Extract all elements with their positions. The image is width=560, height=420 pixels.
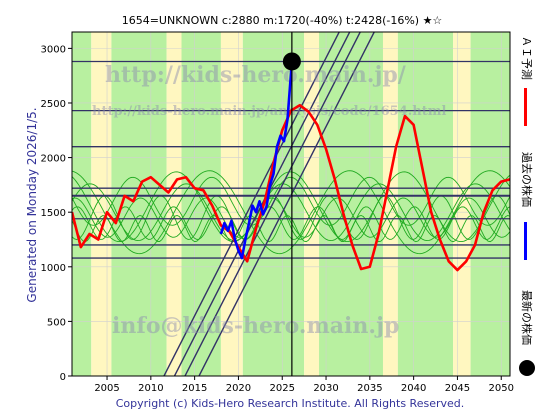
copyright-footer: Copyright (c) Kids-Hero Research Institu… [116, 397, 465, 410]
y-tick-label-2500: 2500 [41, 99, 66, 110]
plot-frame [71, 31, 511, 377]
trend-line-2 [184, 32, 361, 376]
background-band-1 [91, 32, 112, 376]
background-band-10 [397, 32, 454, 376]
x-tick-label-2030: 2030 [313, 383, 338, 394]
x-axis: 2005 2010 2015 2020 2025 2030 2035 2040 2045 2050 [94, 376, 514, 394]
y-tick-label-0: 0 [60, 372, 66, 383]
y-tick-label-2000: 2000 [41, 154, 66, 165]
y-tick-label-1000: 1000 [41, 263, 66, 274]
watermark-url: http://kids-hero.main.jp/ [105, 62, 407, 88]
x-tick-label-2050: 2050 [489, 383, 514, 394]
background-band-3 [166, 32, 182, 376]
legend-swatch-ai-forecast [524, 88, 527, 126]
plot-area: http://kids-hero.main.jp/ http://kids-he… [71, 31, 511, 377]
background-band-12 [470, 32, 510, 376]
legend-item-ai-forecast: ＡＩ予測 [520, 36, 534, 126]
y-axis: 0 500 1000 1500 2000 2500 3000 [41, 44, 72, 383]
legend-label-ai-forecast: ＡＩ予測 [520, 36, 534, 80]
legend-swatch-latest-price [519, 360, 535, 376]
y-tick-label-3000: 3000 [41, 44, 66, 55]
cycle-line-7 [72, 195, 510, 240]
x-tick-label-2010: 2010 [138, 383, 163, 394]
watermark-analysis-url: http://kids-hero.main.jp/analysis/code/1… [92, 104, 447, 119]
x-tick-label-2045: 2045 [445, 383, 470, 394]
generated-date-label: Generated on Monday 2026/1/5. [25, 107, 39, 302]
legend: ＡＩ予測 過去の株価 最新の株価 [519, 36, 535, 376]
series-line-past_price [219, 61, 294, 260]
y-tick-label-500: 500 [47, 317, 66, 328]
background-band-0 [72, 32, 92, 376]
background-band-5 [220, 32, 243, 376]
legend-label-latest-price: 最新の株価 [520, 290, 534, 345]
background-band-6 [242, 32, 305, 376]
x-tick-label-2005: 2005 [94, 383, 119, 394]
trend-line-1 [173, 32, 351, 376]
x-tick-label-2040: 2040 [401, 383, 426, 394]
cycle-line-3 [72, 206, 510, 240]
legend-label-past-price: 過去の株価 [520, 152, 534, 207]
cycle-line-5 [72, 215, 510, 243]
legend-item-latest-price: 最新の株価 [519, 290, 535, 376]
chart-title: 1654=UNKNOWN c:2880 m:1720(-40%) t:2428(… [122, 14, 443, 27]
x-tick-label-2020: 2020 [226, 383, 251, 394]
legend-swatch-past-price [524, 222, 527, 260]
cycle-line-1 [72, 197, 510, 238]
x-tick-label-2025: 2025 [270, 383, 295, 394]
series-line-ai_forecast [72, 103, 510, 272]
x-tick-label-2015: 2015 [182, 383, 207, 394]
trend-line-3 [198, 32, 375, 376]
legend-item-past-price: 過去の株価 [520, 152, 534, 260]
x-tick-label-2035: 2035 [357, 383, 382, 394]
cycle-line-6 [72, 170, 510, 255]
y-tick-label-1500: 1500 [41, 208, 66, 219]
watermark-email: info@kids-hero.main.jp [112, 313, 399, 339]
trend-line-0 [163, 32, 340, 376]
latest-price-dot [282, 52, 301, 71]
cycle-line-2 [72, 171, 510, 243]
